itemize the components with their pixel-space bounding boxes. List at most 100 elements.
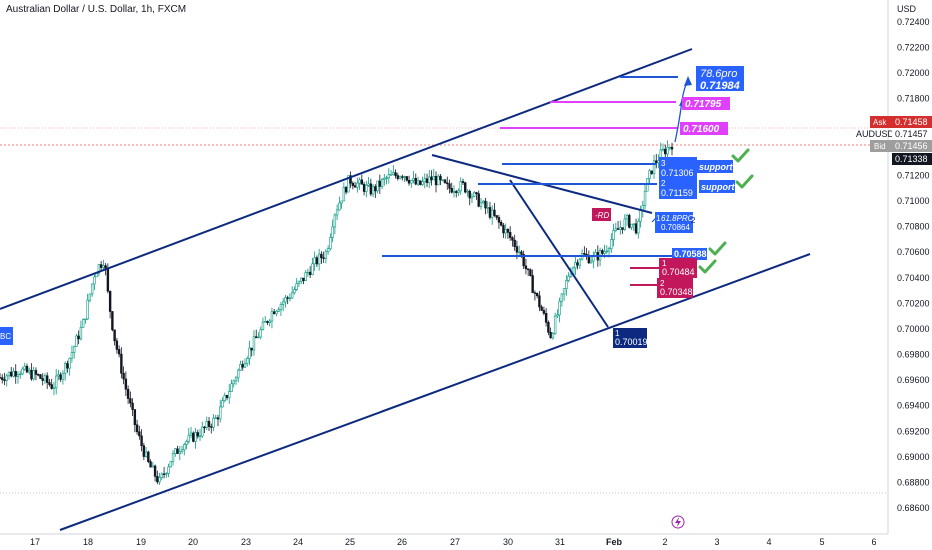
candle-body xyxy=(531,275,534,293)
candle-body xyxy=(246,358,249,364)
candle-body xyxy=(131,402,134,410)
lightning-icon[interactable] xyxy=(671,515,685,529)
candle-body xyxy=(380,179,384,187)
candle-body xyxy=(147,451,150,462)
candle-body xyxy=(650,170,653,174)
support-2-num: 2 xyxy=(661,179,666,188)
candle-body xyxy=(261,321,265,330)
candle-body xyxy=(461,181,465,184)
symbol-label: AUDUSD xyxy=(856,129,895,139)
red-1-num: 1 xyxy=(662,259,667,268)
candle-body xyxy=(288,297,292,300)
time-axis[interactable]: 17 18 19 20 23 24 25 26 27 30 31 Feb 2 3 4 5 6 xyxy=(30,537,877,547)
channel-lower-line[interactable] xyxy=(59,253,811,531)
candle-body xyxy=(133,409,137,426)
candle-body xyxy=(374,186,377,192)
candle-body xyxy=(540,306,543,311)
candle-body xyxy=(255,336,258,339)
candle-body xyxy=(286,297,289,299)
magenta-box-1[interactable] xyxy=(682,97,730,110)
axis-currency: USD xyxy=(897,4,917,14)
candle-body xyxy=(344,187,348,193)
candle-body xyxy=(338,202,341,211)
candle-body xyxy=(268,320,271,323)
candle-body xyxy=(185,440,188,445)
candle-body xyxy=(464,182,467,193)
candle-body xyxy=(308,271,312,275)
candle-body xyxy=(279,304,283,311)
trend-line-drop[interactable] xyxy=(509,179,609,328)
candle-body xyxy=(232,380,235,385)
bid-label-box xyxy=(870,140,892,152)
candle-body xyxy=(567,275,570,281)
candle-body xyxy=(317,253,321,265)
candle-body xyxy=(160,473,164,478)
candle-body xyxy=(578,258,582,266)
candle-body xyxy=(25,365,29,373)
left-edge-box[interactable] xyxy=(0,327,13,345)
candle-body xyxy=(207,420,211,427)
channel-upper-line[interactable] xyxy=(0,48,693,310)
x-tick-label: 27 xyxy=(450,537,460,547)
candle-body xyxy=(556,314,559,317)
candle-body xyxy=(66,363,69,369)
candle-body xyxy=(473,192,476,197)
candle-body xyxy=(178,451,181,454)
support-2-tag-box[interactable] xyxy=(699,180,735,193)
candle-body xyxy=(538,295,541,308)
candle-body xyxy=(634,223,638,234)
candle-body xyxy=(515,246,519,253)
candle-body xyxy=(250,347,253,351)
candle-body xyxy=(661,148,665,151)
magenta-box-2[interactable] xyxy=(680,122,728,135)
candle-body xyxy=(594,252,597,256)
candle-body xyxy=(621,227,624,230)
support-2-tag: support xyxy=(701,182,735,192)
blue-level-box[interactable] xyxy=(672,248,707,260)
candle-body xyxy=(117,349,121,355)
left-edge-text: BC xyxy=(0,332,11,341)
candle-body xyxy=(59,374,62,380)
candle-body xyxy=(111,311,114,331)
candle-body xyxy=(333,214,337,228)
support-1-value-box[interactable] xyxy=(659,157,697,179)
red-2-box[interactable] xyxy=(657,278,693,298)
x-tick-label: 31 xyxy=(555,537,565,547)
candle-body xyxy=(194,432,197,442)
candle-body xyxy=(129,398,132,404)
support-1-tag-box[interactable] xyxy=(697,160,733,173)
candle-body xyxy=(549,332,552,339)
candle-body xyxy=(257,336,260,339)
ask-value-box xyxy=(892,116,932,128)
checkmark-icon xyxy=(731,148,750,163)
candle-body xyxy=(214,417,217,419)
candle-body xyxy=(19,373,22,375)
candle-body xyxy=(652,160,656,174)
candle-body xyxy=(331,226,334,238)
candle-body xyxy=(54,375,58,389)
candle-body xyxy=(153,465,157,477)
price-axis[interactable]: 0.68600 0.68800 0.69000 0.69200 0.69400 0.696… xyxy=(897,17,930,513)
x-tick-label: 19 xyxy=(136,537,146,547)
candle-body xyxy=(97,264,101,274)
target-786-box[interactable] xyxy=(696,66,744,91)
candle-body xyxy=(113,329,116,342)
candle-body xyxy=(259,329,262,338)
x-tick-label: 20 xyxy=(188,537,198,547)
red-1-box[interactable] xyxy=(659,258,697,278)
y-tick-label: 0.70000 xyxy=(897,324,930,334)
candle-body xyxy=(524,265,528,270)
candle-body xyxy=(104,265,107,269)
candle-body xyxy=(122,372,125,380)
candle-body xyxy=(81,319,85,328)
rd-tag-box[interactable] xyxy=(592,208,611,221)
low-box[interactable] xyxy=(613,328,647,348)
candle-body xyxy=(115,340,119,350)
candle-body xyxy=(616,228,620,230)
candle-body xyxy=(502,224,505,234)
candle-body xyxy=(293,289,296,294)
candle-body xyxy=(428,176,431,183)
support-2-value-box[interactable] xyxy=(659,177,697,199)
fib-618-box[interactable] xyxy=(655,212,693,233)
